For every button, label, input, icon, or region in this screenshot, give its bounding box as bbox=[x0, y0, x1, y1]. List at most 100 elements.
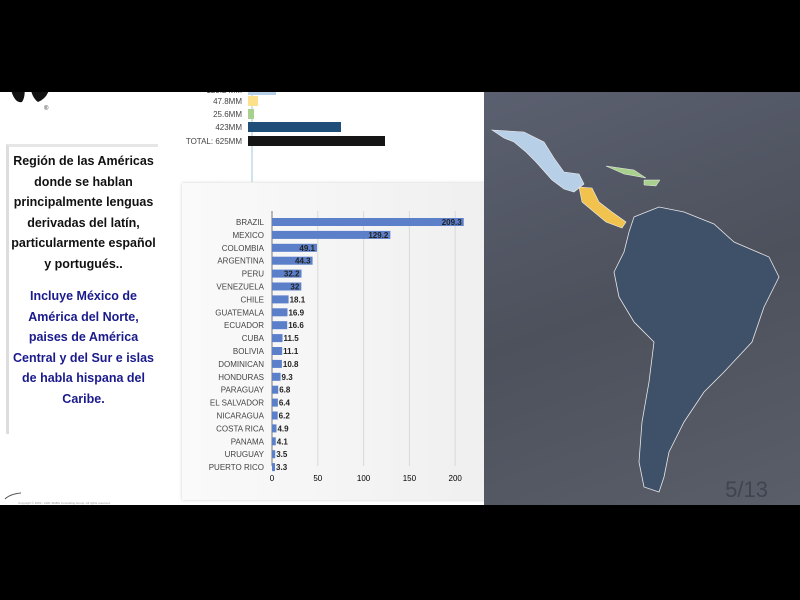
text-line: donde se hablan bbox=[34, 174, 133, 189]
bar bbox=[272, 230, 391, 239]
category-label: HONDURAS bbox=[218, 373, 264, 382]
mini-chart-label: 129.2 MM bbox=[180, 92, 248, 95]
signature-logo bbox=[4, 492, 22, 500]
bar bbox=[272, 359, 282, 368]
data-label: 9.3 bbox=[282, 373, 294, 382]
mini-chart-row: 25.6MM bbox=[180, 109, 254, 119]
slide: ® Región de las Américas donde se hablan p… bbox=[0, 92, 800, 505]
category-label: NICARAGUA bbox=[216, 412, 264, 421]
category-label: PUERTO RICO bbox=[209, 463, 264, 472]
data-label: 32.2 bbox=[284, 270, 300, 279]
data-label: 18.1 bbox=[290, 295, 306, 304]
x-tick-label: 0 bbox=[270, 474, 275, 483]
bar bbox=[272, 256, 313, 265]
population-bar-chart: 050100150200250BRAZIL209.3MEXICO129.2COL… bbox=[182, 183, 526, 500]
data-label: 11.5 bbox=[284, 334, 300, 343]
data-label: 209.3 bbox=[442, 218, 463, 227]
data-label: 6.4 bbox=[279, 399, 291, 408]
mini-chart-row: 423MM bbox=[180, 122, 341, 132]
bar bbox=[272, 385, 279, 394]
text-line: Incluye México de bbox=[30, 289, 137, 303]
data-label: 6.8 bbox=[279, 386, 291, 395]
bar bbox=[272, 450, 276, 459]
category-label: DOMINICAN bbox=[218, 360, 264, 369]
mini-chart-label: TOTAL: 625MM bbox=[185, 136, 242, 146]
text-line: Caribe. bbox=[62, 391, 105, 406]
data-label: 44.3 bbox=[295, 257, 311, 266]
text-line: particularmente español bbox=[11, 236, 156, 250]
category-label: PARAGUAY bbox=[221, 386, 265, 395]
category-label: CUBA bbox=[242, 334, 265, 343]
text-line: derivadas del latín, bbox=[27, 215, 140, 230]
mini-chart-bar bbox=[248, 96, 259, 106]
bar bbox=[272, 308, 288, 317]
text-line: América del Norte, bbox=[28, 309, 139, 324]
region-includes: Incluye México de América del Norte, paise… bbox=[9, 282, 158, 409]
bar bbox=[272, 269, 302, 278]
bar bbox=[272, 411, 278, 420]
registered-mark: ® bbox=[44, 106, 49, 112]
map-caribbean-cuba bbox=[605, 165, 647, 179]
category-label: PERU bbox=[242, 270, 264, 279]
map-mexico bbox=[490, 129, 585, 193]
map-central-america bbox=[578, 186, 627, 229]
category-label: COLOMBIA bbox=[222, 244, 265, 253]
bar bbox=[272, 282, 302, 291]
category-label: BOLIVIA bbox=[233, 347, 265, 356]
mini-chart-bar bbox=[248, 92, 277, 95]
bar bbox=[272, 218, 464, 226]
data-label: 10.8 bbox=[283, 360, 299, 369]
category-label: ECUADOR bbox=[224, 321, 264, 330]
x-tick-label: 200 bbox=[449, 474, 463, 483]
company-logo bbox=[11, 92, 49, 103]
bar bbox=[272, 463, 276, 472]
latin-america-map: 5/13 bbox=[484, 92, 800, 505]
text-line: Central y del Sur e islas bbox=[12, 350, 155, 365]
mini-chart-label: 423MM bbox=[215, 122, 242, 132]
text-line: principalmente lenguas bbox=[13, 195, 154, 209]
data-label: 4.9 bbox=[277, 424, 289, 433]
mini-chart-label: 47.8MM bbox=[213, 96, 242, 106]
data-label: 4.1 bbox=[277, 437, 289, 446]
bar bbox=[272, 437, 276, 446]
category-label: MEXICO bbox=[232, 231, 264, 240]
data-label: 16.9 bbox=[288, 308, 304, 317]
bar bbox=[272, 424, 277, 433]
data-label: 6.2 bbox=[279, 412, 291, 421]
x-tick-label: 50 bbox=[313, 474, 322, 483]
mini-chart-bar bbox=[248, 136, 385, 146]
page-indicator: 5/13 bbox=[725, 477, 768, 502]
mini-chart-row: 47.8MM bbox=[180, 96, 259, 106]
x-tick-label: 100 bbox=[357, 474, 371, 483]
category-label: ARGENTINA bbox=[217, 257, 264, 266]
bar bbox=[272, 334, 283, 343]
description-box: Región de las Américas donde se hablan pri… bbox=[6, 144, 158, 434]
category-label: EL SALVADOR bbox=[210, 399, 264, 408]
mini-chart-bar bbox=[248, 109, 254, 119]
region-description: Región de las Américas donde se hablan pri… bbox=[9, 147, 158, 274]
category-label: CHILE bbox=[240, 295, 264, 304]
mini-chart-row: 129.2 MM bbox=[180, 92, 277, 95]
text-line: Región de las Américas bbox=[13, 154, 154, 168]
map-south-america bbox=[613, 206, 780, 493]
bar bbox=[272, 321, 288, 330]
population-summary-chart: 129.2 MM47.8MM 25.6MM 423MM TOTAL: 625MM bbox=[180, 92, 410, 152]
data-label: 32 bbox=[290, 283, 299, 292]
x-tick-label: 150 bbox=[403, 474, 417, 483]
category-label: BRAZIL bbox=[236, 218, 265, 227]
copyright-text: Copyright © 2003 - 2021 BHBG Consulting … bbox=[18, 501, 111, 505]
category-label: PANAMA bbox=[231, 437, 265, 446]
category-label: GUATEMALA bbox=[215, 308, 264, 317]
bar bbox=[272, 398, 278, 407]
bar bbox=[272, 347, 283, 355]
category-label: VENEZUELA bbox=[216, 283, 264, 292]
text-line: paises de América bbox=[28, 330, 139, 344]
bar bbox=[272, 372, 281, 381]
data-label: 3.3 bbox=[276, 463, 288, 472]
bar bbox=[272, 295, 289, 304]
text-line: y portugués.. bbox=[44, 256, 123, 271]
data-label: 11.1 bbox=[283, 347, 299, 356]
data-label: 3.5 bbox=[276, 450, 288, 459]
text-line: de habla hispana del bbox=[22, 371, 145, 385]
data-label: 16.6 bbox=[288, 321, 304, 330]
